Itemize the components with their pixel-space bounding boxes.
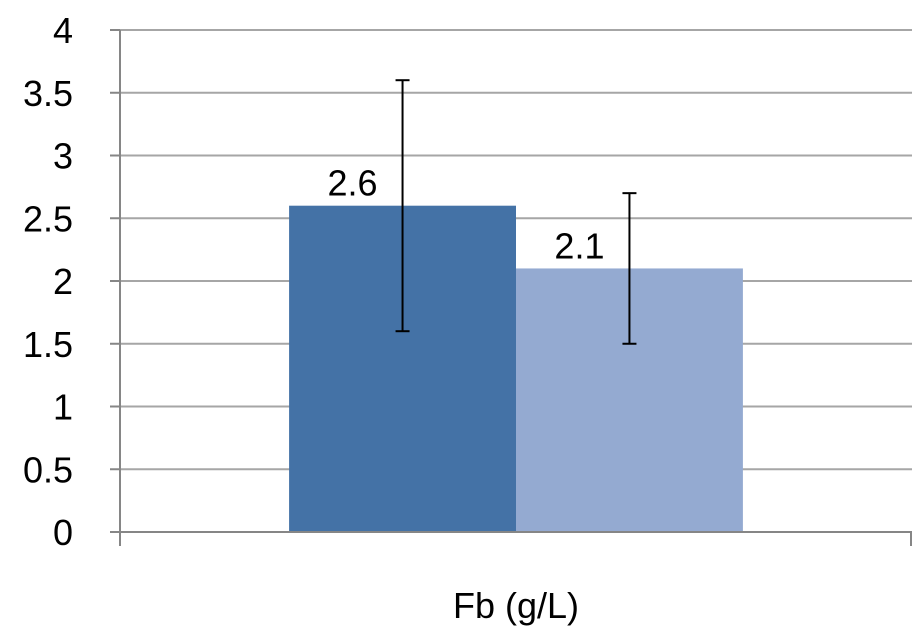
y-tick-label: 0 bbox=[53, 512, 73, 553]
labels: 2.6 2.1 Fb (g/L) bbox=[328, 163, 605, 626]
axes: 0 0.5 1 1.5 2 2.5 3 3.5 4 bbox=[23, 10, 912, 553]
bars bbox=[289, 205, 743, 532]
y-tick-label: 1.5 bbox=[23, 324, 73, 365]
error-bars bbox=[395, 79, 637, 345]
data-label: 2.6 bbox=[328, 163, 378, 204]
y-tick-label: 1 bbox=[53, 387, 73, 428]
y-tick-label: 2.5 bbox=[23, 198, 73, 239]
data-label: 2.1 bbox=[554, 225, 604, 266]
y-tick-label: 0.5 bbox=[23, 449, 73, 490]
y-tick-label: 2 bbox=[53, 261, 73, 302]
x-category-label: Fb (g/L) bbox=[453, 585, 579, 626]
y-tick-label: 4 bbox=[53, 10, 73, 51]
y-tick-label: 3 bbox=[53, 136, 73, 177]
y-tick-label: 3.5 bbox=[23, 73, 73, 114]
